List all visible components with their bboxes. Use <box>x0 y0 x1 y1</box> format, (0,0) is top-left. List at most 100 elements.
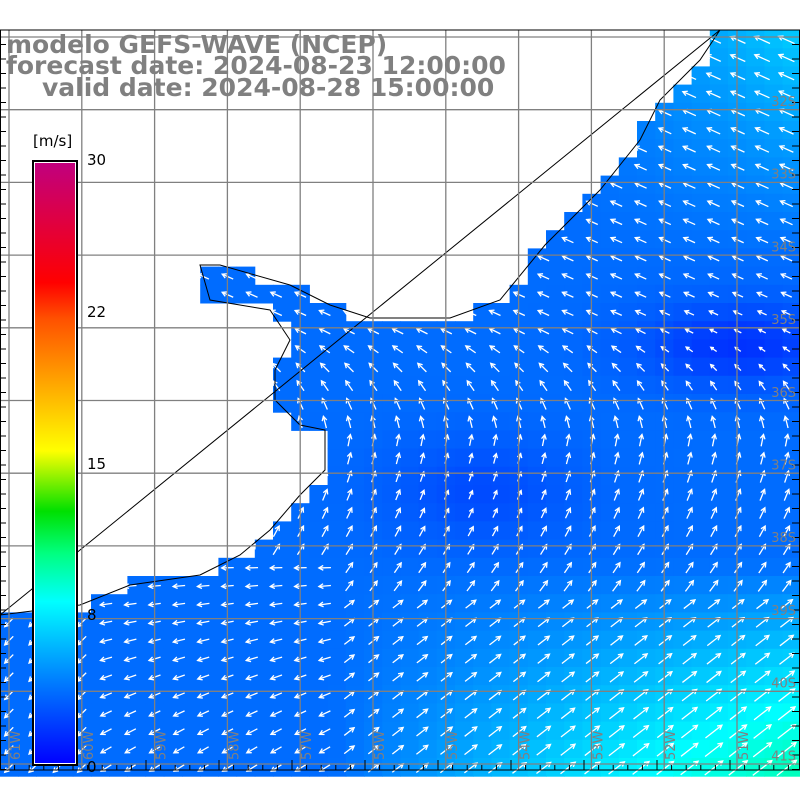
wind-arrow <box>392 672 405 682</box>
speed-cell <box>691 576 711 595</box>
speed-cell <box>309 685 329 704</box>
speed-cell <box>709 84 729 104</box>
speed-cell <box>764 175 784 195</box>
wind-arrow <box>317 601 331 608</box>
wind-arrow <box>269 728 282 736</box>
speed-cell <box>345 739 365 759</box>
wind-arrow <box>565 488 572 501</box>
speed-cell <box>782 48 800 67</box>
longitude-label: 57W <box>300 730 315 760</box>
speed-cell <box>527 721 547 741</box>
speed-cell <box>527 612 547 632</box>
wind-arrow <box>395 488 402 501</box>
wind-arrow <box>343 708 356 718</box>
speed-cell <box>618 266 638 286</box>
speed-cell <box>400 539 420 559</box>
speed-cell <box>782 430 800 450</box>
wind-arrow <box>682 200 696 208</box>
wind-arrow <box>728 742 748 758</box>
wind-arrow <box>782 346 791 353</box>
speed-cell <box>455 339 474 359</box>
speed-cell <box>709 466 729 486</box>
wind-arrow <box>123 728 137 736</box>
wind-arrow <box>778 145 794 153</box>
latitude-label: 34S <box>771 240 796 255</box>
speed-cell <box>782 157 800 177</box>
speed-cell <box>746 266 765 286</box>
wind-arrow <box>729 706 748 721</box>
wind-arrow <box>317 564 331 571</box>
speed-cell <box>691 175 711 195</box>
wind-arrow <box>492 507 499 518</box>
speed-cell <box>764 721 784 741</box>
wind-arrow <box>317 674 331 681</box>
valid-date: valid date: 2024-08-28 15:00:00 <box>42 73 495 102</box>
wind-arrow <box>561 671 576 683</box>
wind-arrow <box>585 291 598 298</box>
speed-cell <box>673 721 693 741</box>
wind-arrow <box>269 710 283 717</box>
speed-cell <box>600 375 620 395</box>
speed-cell <box>273 576 292 595</box>
speed-cell <box>309 576 329 595</box>
speed-cell <box>709 102 729 122</box>
speed-cell <box>345 321 365 340</box>
wind-arrow <box>464 707 478 719</box>
speed-cell <box>273 357 292 377</box>
speed-cell <box>491 557 511 577</box>
speed-cell <box>764 594 784 613</box>
speed-cell <box>673 284 693 304</box>
speed-cell <box>637 303 656 322</box>
speed-cell <box>637 394 656 413</box>
speed-cell <box>455 594 474 613</box>
wind-arrow <box>466 379 475 392</box>
wind-arrow <box>758 415 765 429</box>
speed-cell <box>764 430 784 450</box>
wind-arrow <box>686 433 693 447</box>
speed-cell <box>764 703 784 723</box>
wind-arrow <box>318 746 331 754</box>
speed-cell <box>491 375 511 395</box>
speed-cell <box>546 557 565 577</box>
speed-cell <box>527 339 547 359</box>
wind-arrow <box>783 415 789 429</box>
latitude-label: 41S <box>771 749 796 764</box>
speed-cell <box>163 576 183 595</box>
speed-cell <box>345 466 365 486</box>
wind-arrow <box>392 635 404 646</box>
speed-cell <box>618 375 638 395</box>
wind-arrow <box>755 291 768 298</box>
speed-cell <box>273 758 292 777</box>
speed-cell <box>491 739 511 759</box>
wind-arrow <box>514 579 524 592</box>
speed-cell <box>691 667 711 686</box>
wind-arrow <box>467 525 474 537</box>
longitude-label: 52W <box>664 730 679 760</box>
speed-cell <box>400 630 420 650</box>
speed-cell <box>473 739 492 759</box>
latitude-label: 35S <box>771 313 796 328</box>
speed-cell <box>273 667 292 686</box>
speed-cell <box>273 303 292 322</box>
wind-arrow <box>633 163 647 171</box>
speed-cell <box>418 321 438 340</box>
wind-arrow <box>561 236 574 244</box>
wind-arrow <box>682 634 697 647</box>
speed-cell <box>691 557 711 577</box>
speed-cell <box>455 430 474 450</box>
wind-arrow <box>609 236 623 244</box>
wind-arrow <box>343 599 356 609</box>
speed-cell <box>782 685 800 704</box>
speed-cell <box>382 758 401 777</box>
wind-arrow <box>686 506 693 519</box>
speed-cell <box>637 357 656 377</box>
speed-cell <box>455 721 474 741</box>
speed-cell <box>618 394 638 413</box>
speed-cell <box>782 84 800 104</box>
speed-cell <box>546 758 565 777</box>
speed-cell <box>473 503 492 522</box>
speed-cell <box>345 485 365 504</box>
wind-arrow <box>468 489 474 500</box>
speed-cell <box>764 321 784 340</box>
speed-cell <box>746 321 765 340</box>
